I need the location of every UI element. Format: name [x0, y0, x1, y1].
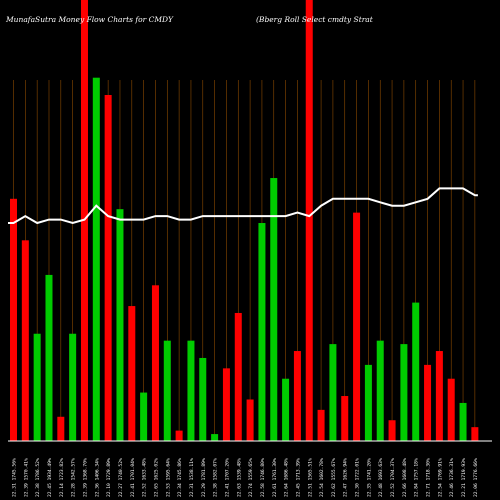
bar-up [69, 333, 77, 441]
bar-down [353, 212, 361, 441]
x-tick-label: 22.84 1757.18% [414, 458, 420, 497]
x-tick-label: 22.52 1704.37% [390, 458, 396, 497]
bar-up [163, 340, 171, 441]
bar-up [211, 434, 219, 441]
x-tick-label: 22.65 1625.02% [154, 458, 160, 497]
x-tick-label: 22.48 1693.63% [378, 458, 384, 497]
bar-down [128, 306, 136, 441]
x-tick-label: 22.63 1539.48% [236, 458, 242, 497]
bar-up [92, 77, 100, 441]
x-tick-label: 22.45 1934.49% [47, 458, 53, 497]
x-tick-label: 22.45 1713.39% [295, 458, 301, 497]
x-tick-label: 22.27 1740.52% [118, 458, 124, 497]
x-tick-label: 22.47 1626.94% [343, 458, 349, 497]
bar-up [45, 274, 53, 441]
bar-up [33, 333, 41, 441]
bar-down [435, 351, 443, 441]
x-tick-label: 22.41 1701.04% [130, 458, 136, 497]
bar-down [21, 240, 29, 441]
x-tick-label: 22.54 1602.78% [319, 458, 325, 497]
chart-title: MunafaSutra Money Flow Charts for CMDY [5, 15, 174, 24]
bar-up [400, 344, 408, 441]
x-tick-label: 22.51 1565.51% [307, 458, 313, 497]
x-tick-label: 22.06 1776.66% [473, 458, 479, 497]
x-tick-label: 22.71 1718.30% [426, 458, 432, 497]
x-tick-label: 22.53 1595.64% [165, 458, 171, 497]
x-tick-label: 22.38 1786.52% [35, 458, 41, 497]
x-tick-label: 22.64 1686.48% [284, 458, 290, 497]
x-tick-label: 22.54 1769.91% [437, 458, 443, 497]
x-tick-label: 22.31 1538.11% [189, 458, 195, 497]
x-tick-label: 22.34 1745.86% [177, 458, 183, 497]
bar-down [104, 95, 112, 441]
bar-down [317, 409, 325, 441]
money-flow-line [8, 187, 478, 225]
bar-down [246, 399, 254, 441]
x-tick-label: 22.14 1723.82% [59, 458, 65, 497]
x-tick-label: 22.46 1736.31% [449, 458, 455, 497]
bar-up [270, 178, 278, 442]
x-tick-label: 22.30 1722.01% [355, 458, 361, 497]
bar-down [234, 312, 242, 441]
x-tick-labels: 22.31 1745.56% 22.39 1570.41% 22.38 1786.5… [12, 458, 479, 497]
bar-down [151, 285, 159, 441]
x-tick-label: 22.10 1729.89% [106, 458, 112, 497]
x-tick-label: 22.38 1582.07% [213, 458, 219, 497]
bar-up [258, 223, 266, 441]
x-tick-label: 22.74 1559.65% [248, 458, 254, 497]
x-tick-label: 22.58 1746.80% [260, 458, 266, 497]
bar-down [10, 198, 17, 441]
bar-up [187, 340, 195, 441]
x-tick-label: 22.62 1555.67% [331, 458, 337, 497]
bar-up [199, 357, 207, 441]
bar-down [57, 416, 65, 441]
x-tick-label: 22.28 1542.57% [71, 458, 77, 497]
x-tick-label: 22.39 1570.41% [23, 458, 29, 497]
bar-down [175, 430, 183, 441]
x-tick-label: 22.52 1633.48% [142, 458, 148, 497]
bar-down [424, 364, 432, 441]
bar-down [305, 0, 313, 441]
bar-up [140, 392, 148, 441]
x-tick-label: 22.61 1761.30% [272, 458, 278, 497]
x-tick-label: 22.39 1368.70% [83, 458, 89, 497]
bar-up [364, 364, 372, 441]
bar-down [388, 420, 396, 441]
bar-down [341, 396, 349, 441]
bar-up [459, 402, 467, 441]
bar-up [376, 340, 384, 441]
bar-down [222, 368, 230, 441]
chart-subtitle: (Bberg Roll Select cmdty Strat [256, 15, 374, 24]
bar-down [447, 378, 455, 441]
x-tick-label: 22.66 1608.48% [402, 458, 408, 497]
bar-up [329, 344, 337, 441]
bar-down [471, 427, 479, 441]
x-tick-label: 22.21 1719.93% [461, 458, 467, 497]
x-tick-label: 22.29 1781.89% [201, 458, 207, 497]
bar-up [282, 378, 290, 441]
x-tick-label: 22.41 1707.20% [224, 458, 230, 497]
bar-up [412, 302, 420, 441]
bar-down [293, 351, 301, 441]
x-tick-label: 22.36 1406.34% [94, 458, 100, 497]
x-tick-label: 22.35 1741.20% [366, 458, 372, 497]
bar-up [116, 209, 124, 441]
x-tick-label: 22.31 1745.56% [12, 458, 18, 497]
